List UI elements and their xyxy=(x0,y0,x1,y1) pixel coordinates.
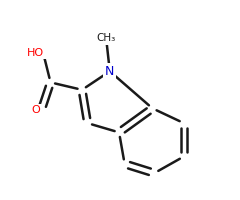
Text: O: O xyxy=(31,105,40,115)
Text: CH₃: CH₃ xyxy=(96,33,116,43)
Text: N: N xyxy=(105,65,114,78)
Text: HO: HO xyxy=(27,48,44,58)
